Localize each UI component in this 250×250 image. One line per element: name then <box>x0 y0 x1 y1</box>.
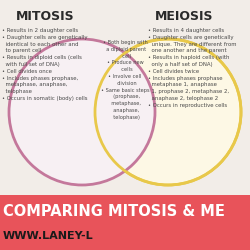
FancyBboxPatch shape <box>0 195 250 250</box>
Circle shape <box>9 39 155 185</box>
Text: • Results in 2 daughter cells
• Daughter cells are genetically
  identical to ea: • Results in 2 daughter cells • Daughter… <box>2 28 87 101</box>
Text: • Both begin with
  a diploid parent
  cell
• Produce new
  cells
• Involve cell: • Both begin with a diploid parent cell … <box>101 40 149 120</box>
Text: WWW.LANEY-L: WWW.LANEY-L <box>3 231 94 241</box>
Text: MEIOSIS: MEIOSIS <box>155 10 214 24</box>
Text: COMPARING MITOSIS & ME: COMPARING MITOSIS & ME <box>3 204 225 220</box>
Text: • Results in 4 daughter cells
• Daughter cells are genetically
  unique. They ar: • Results in 4 daughter cells • Daughter… <box>148 28 236 108</box>
Circle shape <box>95 39 241 185</box>
Text: MITOSIS: MITOSIS <box>16 10 74 24</box>
